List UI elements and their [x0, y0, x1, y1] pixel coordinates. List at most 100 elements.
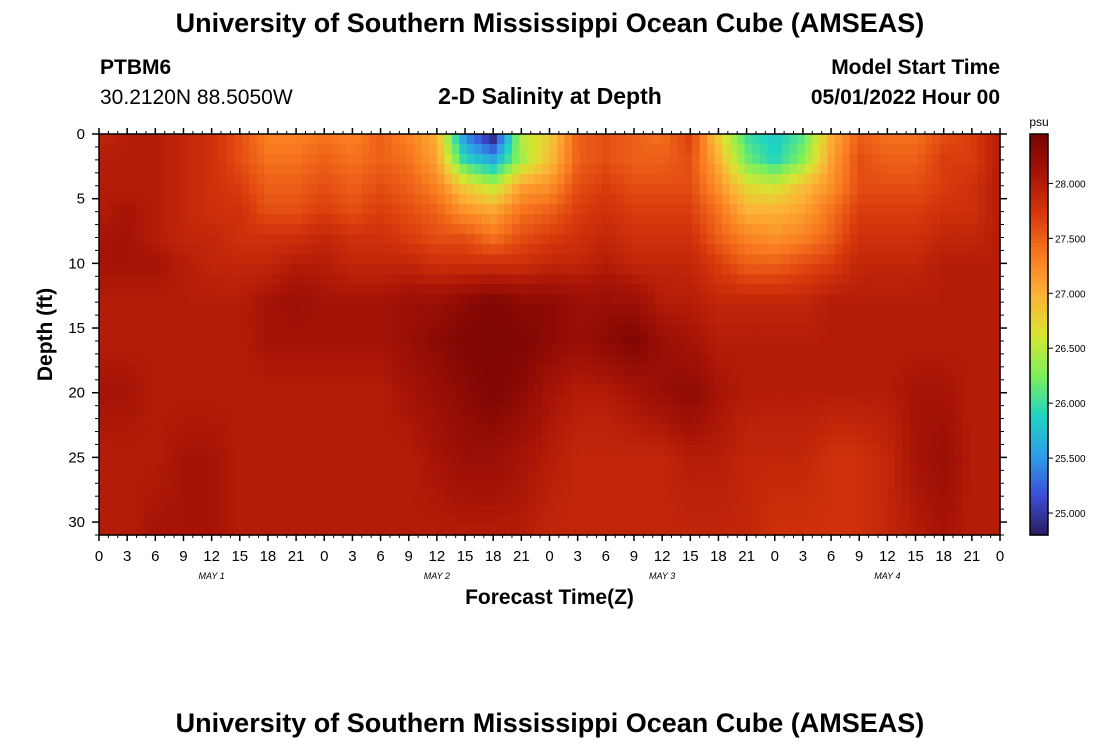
heatmap-cell — [962, 224, 971, 235]
heatmap-cell — [857, 344, 866, 356]
heatmap-cell — [129, 134, 138, 145]
heatmap-cell — [887, 484, 896, 496]
heatmap-cell — [819, 354, 828, 366]
heatmap-cell — [519, 504, 528, 516]
heatmap-cell — [234, 434, 243, 446]
heatmap-cell — [857, 134, 866, 145]
x-tick-label: 0 — [545, 548, 553, 565]
heatmap-cell — [331, 344, 340, 356]
heatmap-cell — [159, 504, 168, 516]
heatmap-cell — [662, 194, 671, 205]
heatmap-cell — [361, 494, 370, 506]
heatmap-cell — [587, 184, 596, 195]
heatmap-cell — [617, 334, 626, 346]
heatmap-cell — [872, 504, 881, 516]
heatmap-cell — [617, 454, 626, 466]
heatmap-cell — [902, 204, 911, 215]
heatmap-cell — [767, 444, 776, 456]
heatmap-cell — [459, 184, 468, 195]
heatmap-cell — [917, 484, 926, 496]
heatmap-cell — [271, 254, 280, 265]
heatmap-cell — [496, 224, 506, 235]
heatmap-cell — [144, 164, 153, 175]
heatmap-cell — [181, 174, 190, 185]
heatmap-cell — [339, 334, 348, 346]
heatmap-cell — [917, 394, 926, 406]
heatmap-cell — [429, 414, 438, 426]
heatmap-cell — [474, 334, 483, 346]
heatmap-cell — [211, 504, 220, 516]
heatmap-cell — [572, 284, 581, 295]
heatmap-cell — [316, 224, 325, 235]
heatmap-cell — [181, 314, 190, 326]
x-tick-label: 12 — [654, 548, 671, 565]
heatmap-cell — [264, 504, 273, 516]
heatmap-cell — [241, 494, 250, 506]
heatmap-cell — [939, 224, 949, 235]
heatmap-cell — [872, 284, 881, 295]
heatmap-cell — [189, 434, 198, 446]
heatmap-cell — [744, 524, 753, 536]
heatmap-cell — [977, 494, 986, 506]
heatmap-cell — [587, 294, 596, 306]
heatmap-cell — [572, 244, 581, 255]
heatmap-cell — [677, 144, 686, 155]
heatmap-cell — [106, 314, 115, 326]
heatmap-cell — [361, 244, 370, 255]
heatmap-cell — [466, 214, 476, 225]
heatmap-cell — [699, 224, 708, 235]
heatmap-cell — [114, 254, 123, 265]
heatmap-cell — [639, 374, 648, 386]
heatmap-cell — [226, 484, 235, 496]
heatmap-cell — [954, 354, 964, 366]
heatmap-cell — [369, 354, 378, 366]
heatmap-cell — [331, 224, 340, 235]
heatmap-cell — [159, 344, 168, 356]
heatmap-cell — [744, 274, 753, 285]
heatmap-cell — [834, 474, 843, 486]
heatmap-cell — [624, 204, 633, 215]
heatmap-cell — [827, 264, 836, 275]
heatmap-cell — [241, 274, 250, 285]
heatmap-cell — [279, 354, 288, 366]
heatmap-cell — [572, 214, 581, 225]
heatmap-cell — [369, 234, 378, 245]
heatmap-cell — [436, 184, 445, 195]
heatmap-cell — [819, 274, 828, 285]
heatmap-cell — [286, 254, 295, 265]
heatmap-cell — [414, 224, 423, 235]
heatmap-cell — [286, 244, 295, 255]
heatmap-cell — [444, 314, 453, 326]
heatmap-cell — [699, 334, 708, 346]
heatmap-cell — [939, 254, 949, 265]
heatmap-cell — [451, 274, 460, 285]
heatmap-cell — [692, 224, 701, 235]
heatmap-cell — [391, 384, 400, 396]
heatmap-cell — [346, 344, 355, 356]
heatmap-cell — [406, 514, 415, 526]
heatmap-cell — [767, 494, 776, 506]
heatmap-cell — [481, 224, 491, 235]
heatmap-cell — [857, 284, 866, 295]
heatmap-cell — [677, 514, 686, 526]
heatmap-cell — [271, 414, 280, 426]
heatmap-cell — [406, 444, 415, 456]
heatmap-cell — [549, 234, 558, 245]
heatmap-cell — [324, 444, 333, 456]
heatmap-cell — [144, 494, 153, 506]
heatmap-cell — [677, 314, 686, 326]
heatmap-cell — [406, 194, 415, 205]
heatmap-cell — [256, 464, 265, 476]
heatmap-cell — [496, 384, 506, 396]
heatmap-cell — [549, 344, 558, 356]
heatmap-cell — [827, 164, 836, 175]
heatmap-cell — [361, 434, 370, 446]
heatmap-cell — [879, 214, 888, 225]
heatmap-cell — [286, 274, 295, 285]
heatmap-cell — [572, 224, 581, 235]
heatmap-cell — [339, 494, 348, 506]
heatmap-cell — [481, 144, 491, 155]
heatmap-cell — [451, 344, 460, 356]
heatmap-cell — [106, 324, 115, 336]
heatmap-cell — [549, 414, 558, 426]
